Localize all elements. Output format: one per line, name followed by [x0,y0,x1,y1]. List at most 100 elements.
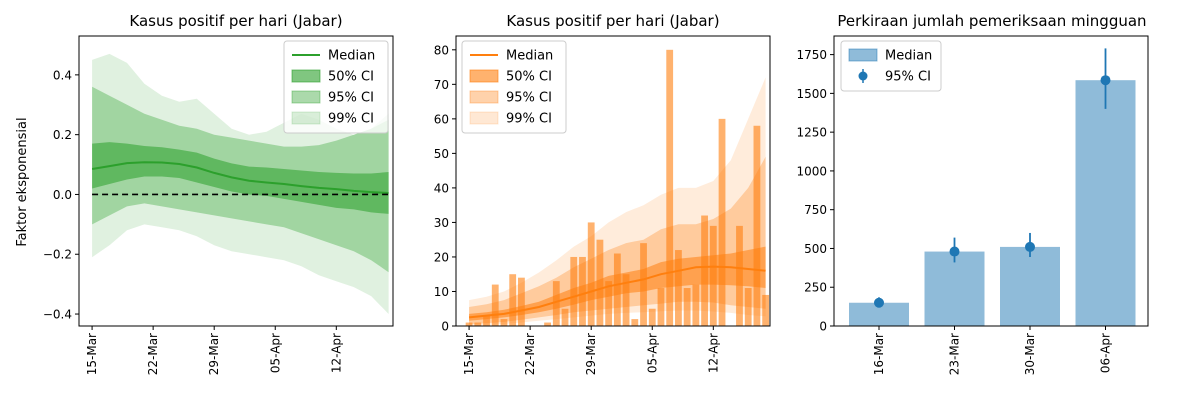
panel3-median-bar [924,251,985,326]
panel2-ytick-label: 30 [434,216,449,230]
panel-growth-factor: Kasus positif per hari (Jabar) Faktor ek… [15,12,394,375]
panel2-ytick-label: 60 [434,112,449,126]
panel2-case-bar [622,274,630,326]
panel1-ytick-label: 0.0 [53,188,72,202]
panel3-xtick-label: 06-Apr [1099,333,1113,373]
panel1-band-50-ci [92,142,389,214]
panel1-xtick-label: 12-Apr [329,333,343,373]
panel-weekly-tests: Perkiraan jumlah pemeriksaan mingguan 0 2… [796,12,1149,375]
panel3-xtick-label: 30-Mar [1023,333,1037,375]
panel2-case-bar [762,294,770,326]
panel2-case-bar [605,281,613,326]
legend-label: 95% CI [328,91,374,106]
panel1-ytick-label: 0.4 [53,68,72,82]
legend-patch-swatch [291,90,321,104]
legend-frame [461,40,567,134]
panel1-xtick-label: 05-Apr [268,333,282,373]
panel1-frame [78,35,394,327]
legend-label: 50% CI [506,70,552,85]
panel2-xtick-label: 22-Mar [523,333,537,375]
legend-patch-swatch [291,69,321,83]
panel3-ytick-label: 1750 [796,48,827,62]
panel1-median-line [91,161,389,194]
panel3-median-bar [1000,246,1060,326]
legend-patch-swatch [291,111,321,125]
legend-label: 95% CI [506,91,552,106]
panel3-median-point [1025,241,1035,252]
panel2-frame [455,35,771,327]
legend-patch-swatch [469,111,499,125]
legend-point-swatch [858,71,868,81]
panel1-xtick-label: 15-Mar [85,333,99,375]
legend-patch-swatch [469,69,499,83]
legend-patch-swatch [848,48,878,62]
panel2-ytick-label: 10 [434,285,449,299]
panel2-case-bar [666,49,674,327]
panel3-frame [833,35,1149,327]
panel2-case-bar [465,322,473,326]
panel2-xtick-label: 29-Mar [584,333,598,375]
legend-label: Median [328,49,375,64]
panel3-title: Perkiraan jumlah pemeriksaan mingguan [837,12,1146,30]
panel3-median-point [874,297,884,308]
legend-label: 99% CI [506,112,552,127]
panel2-legend: Median 50% CI 95% CI 99% CI [461,40,567,134]
panel2-median-line [468,265,766,319]
legend-label: 95% CI [885,70,931,85]
panel3-median-point [1100,75,1111,86]
panel2-case-bar [561,308,569,326]
panel1-legend: Median 50% CI 95% CI 99% CI [283,40,389,134]
panel2-case-bar [675,250,682,326]
panel2-ytick-label: 0 [441,320,449,334]
panel2-xtick-label: 05-Apr [645,333,659,373]
panel3-median-point [949,246,960,257]
panel3-ytick-label: 1500 [796,87,827,101]
panel3-ytick-label: 500 [804,242,827,256]
panel3-xtick-label: 23-Mar [948,333,962,375]
panel3-ytick-label: 750 [804,203,827,217]
panel2-ytick-label: 20 [434,250,449,264]
panel2-case-bar [753,125,761,326]
panel2-ytick-label: 80 [434,43,449,57]
panel-daily-cases: Kasus positif per hari (Jabar) 0 10 20 30 40… [434,12,771,375]
panel2-case-bar [683,288,691,326]
panel2-case-bar [544,322,551,326]
panel2-case-bar [587,222,595,326]
panel1-xtick-label: 29-Mar [207,333,221,375]
panel2-ytick-label: 50 [434,147,449,161]
legend-frame [283,40,389,134]
legend-label: Median [506,49,553,64]
legend-label: 50% CI [328,70,374,85]
panel2-case-bar [483,315,490,326]
panel2-title: Kasus positif per hari (Jabar) [506,12,719,30]
panel1-ytick-label: 0.2 [53,128,72,142]
panel2-case-bar [692,284,700,326]
panel2-case-bar [500,319,508,326]
panel2-xtick-label: 12-Apr [706,333,720,373]
panel2-case-bar [657,288,665,326]
panel3-ytick-label: 0 [819,320,827,334]
panel1-ylabel: Faktor eksponensial [15,117,30,246]
legend-patch-swatch [469,90,499,104]
panel3-median-bar [1075,80,1136,326]
panel2-case-bar [718,118,726,326]
panel2-case-bar [509,274,517,326]
panel1-ytick-label: −0.4 [43,308,72,322]
panel3-median-bar [849,302,909,326]
legend-label: Median [885,49,932,64]
legend-label: 99% CI [328,112,374,127]
panel3-legend: Median 95% CI [840,40,942,92]
panel2-case-bar [631,319,639,326]
panel1-title: Kasus positif per hari (Jabar) [129,12,342,30]
panel2-ytick-label: 40 [434,181,449,195]
panel2-case-bar [744,288,752,326]
panel2-xtick-label: 15-Mar [462,333,476,375]
panel2-ytick-label: 70 [434,78,449,92]
panel3-ytick-label: 250 [804,281,827,295]
panel2-case-bar [491,284,499,326]
panel2-case-bar [474,322,482,326]
panel2-case-bar [518,277,525,326]
panel2-case-bar [648,308,656,326]
panel3-xtick-label: 16-Mar [872,333,886,375]
